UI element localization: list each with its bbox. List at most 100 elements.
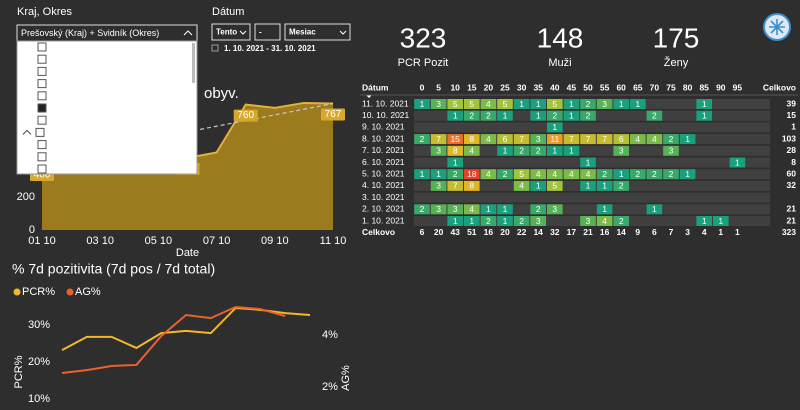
checkbox[interactable]: [37, 103, 47, 113]
heat-cell: [430, 180, 447, 191]
footer-total: 323: [782, 227, 796, 237]
dropdown-option: Stropkov: [51, 90, 87, 100]
heat-cell: [580, 134, 596, 145]
cell-value: 1: [702, 110, 707, 120]
heat-cell: [447, 134, 463, 145]
dropdown-chevron: [183, 30, 193, 36]
heat-cell: [497, 99, 513, 109]
cell-value: 3: [453, 204, 458, 214]
cell-value: 1: [536, 99, 541, 109]
heat-cell: [663, 169, 679, 180]
cell-value: 2: [635, 169, 640, 179]
heat-cell: [430, 134, 447, 145]
heat-cell: [480, 169, 497, 180]
checkbox[interactable]: [37, 91, 47, 101]
heat-cell: [547, 180, 563, 191]
column-header: 65: [633, 82, 643, 92]
heat-cell: [513, 169, 530, 180]
row-date: 5. 10. 2021: [362, 168, 405, 178]
row-total: 103: [782, 133, 796, 143]
row-date: 4. 10. 2021: [362, 180, 405, 190]
cell-value: 1: [569, 110, 574, 120]
column-header: Dátum: [362, 82, 389, 92]
checkbox[interactable]: [37, 115, 47, 125]
cell-value: 2: [619, 181, 624, 191]
heat-cell: [414, 169, 430, 180]
select-box[interactable]: [254, 23, 281, 41]
heat-cell: [480, 204, 497, 215]
x-axis-label: Date: [176, 247, 199, 259]
cell-value: 4: [652, 134, 657, 144]
data-label-box: [321, 108, 345, 121]
heat-cell: [646, 169, 663, 180]
checkbox[interactable]: [37, 79, 47, 89]
select-box[interactable]: [211, 23, 251, 41]
cell-value: 3: [436, 146, 441, 156]
row-date: 9. 10. 2021: [362, 122, 405, 132]
heat-cell: [580, 157, 596, 168]
cell-value: 2: [602, 169, 607, 179]
cell-value: 4: [536, 169, 541, 179]
checkbox[interactable]: [37, 54, 47, 64]
cell-value: 1: [420, 169, 425, 179]
heat-cell: [679, 169, 696, 180]
row-total: 15: [787, 110, 797, 120]
column-header: 70: [650, 82, 660, 92]
heat-cell: [447, 204, 463, 215]
checkbox[interactable]: [35, 127, 45, 137]
heat-cell: [480, 216, 497, 226]
dropdown-option: Ilava: [51, 151, 70, 161]
heat-cell: [663, 134, 679, 145]
cell-value: 1: [602, 181, 607, 191]
cell-value: 1: [503, 146, 508, 156]
checkbox[interactable]: [37, 140, 47, 150]
footer-value: 7: [669, 227, 674, 237]
cell-value: 1: [536, 110, 541, 120]
row-total: 8: [791, 157, 796, 167]
row-total: 21: [787, 204, 797, 214]
cell-value: 2: [552, 110, 557, 120]
y2-tick-label: 4%: [322, 329, 338, 341]
heat-cell: [547, 145, 563, 156]
heat-cell: [547, 204, 563, 215]
checkbox[interactable]: [37, 152, 47, 162]
heat-cell: [547, 99, 563, 109]
heat-cell: [563, 145, 580, 156]
x-tick-label: 07 10: [203, 235, 231, 247]
heat-cell: [580, 110, 596, 121]
heat-cell: [530, 204, 546, 215]
column-header: 10: [450, 82, 460, 92]
y2-axis-label: AG%: [340, 365, 352, 391]
column-header: Celkovo: [763, 82, 796, 92]
heat-cell: [464, 145, 480, 156]
cell-value: 4: [486, 99, 491, 109]
cell-value: 4: [486, 169, 491, 179]
cell-value: 4: [486, 134, 491, 144]
heat-cell: [430, 169, 447, 180]
checkbox[interactable]: [37, 42, 47, 52]
select-box[interactable]: [284, 23, 351, 41]
heat-cell: [729, 157, 746, 168]
checkbox[interactable]: [37, 164, 47, 174]
column-header: 0: [420, 82, 425, 92]
cell-value: 2: [669, 169, 674, 179]
heat-cell: [596, 180, 613, 191]
cell-value: 8: [453, 146, 458, 156]
row-date: 8. 10. 2021: [362, 133, 405, 143]
checkbox[interactable]: [37, 66, 47, 76]
cell-value: 7: [586, 134, 591, 144]
heat-cell: [464, 99, 480, 109]
footer-value: 1: [718, 227, 723, 237]
cell-value: 6: [619, 134, 624, 144]
row-date: 11. 10. 2021: [362, 98, 409, 108]
cell-value: 2: [652, 110, 657, 120]
cell-value: 1: [718, 216, 723, 226]
cell-value: 8: [469, 134, 474, 144]
heat-cell: [596, 99, 613, 109]
cell-value: 1: [702, 216, 707, 226]
y-tick-label: 30%: [28, 319, 50, 331]
cell-value: 5: [503, 99, 508, 109]
footer-value: 17: [567, 227, 577, 237]
heat-cell: [613, 145, 629, 156]
